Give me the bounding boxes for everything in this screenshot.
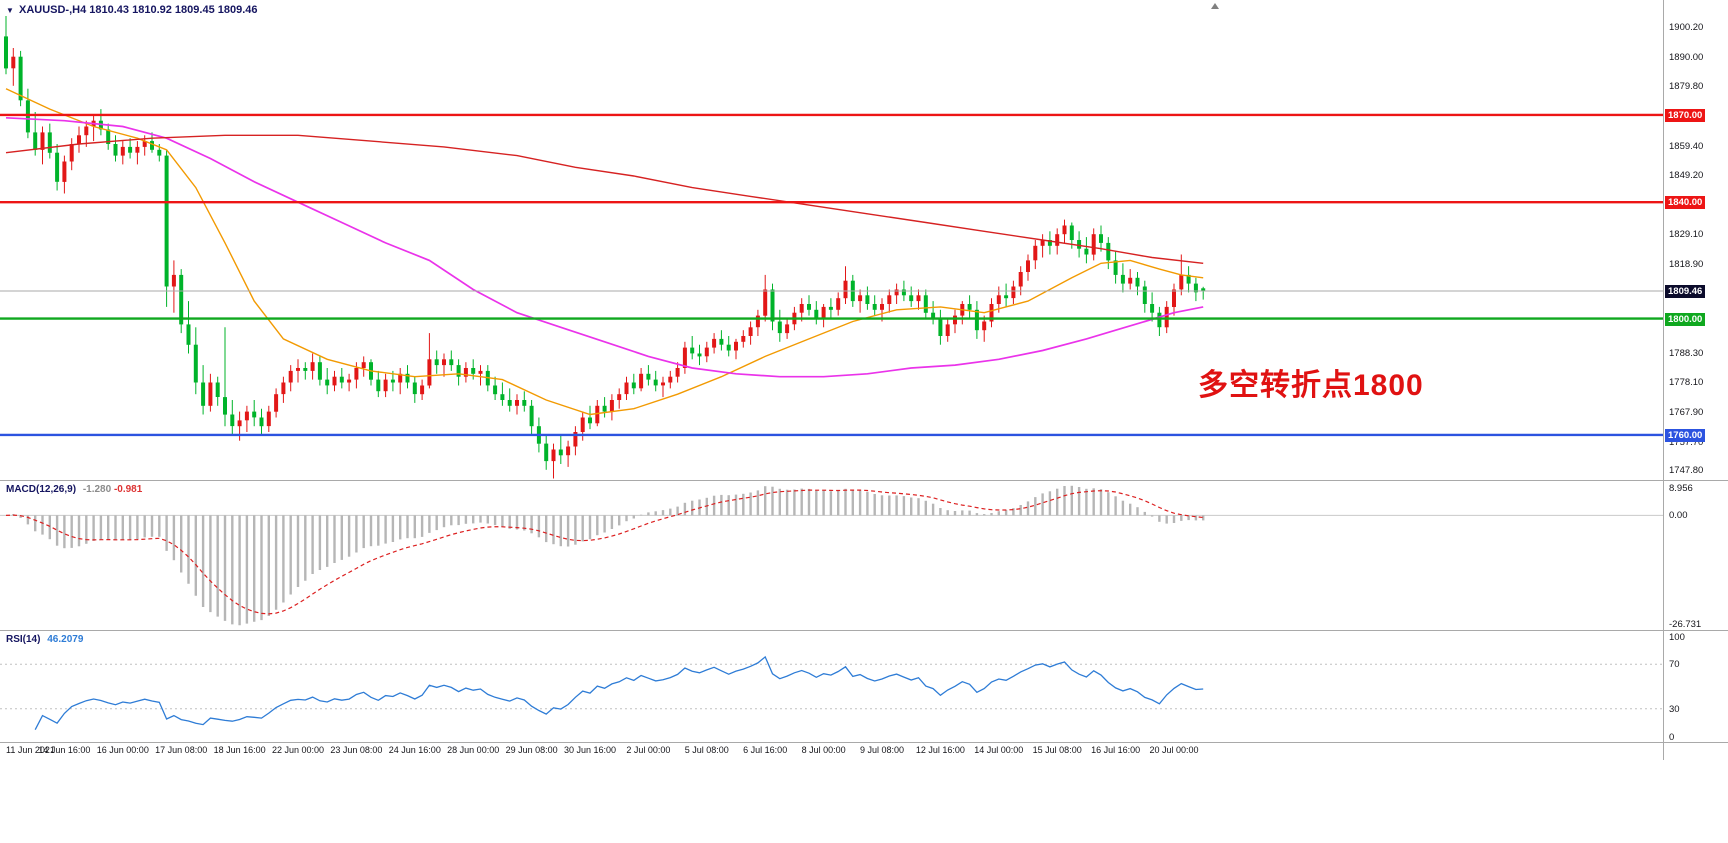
time-axis-label: 24 Jun 16:00: [388, 745, 441, 755]
symbol-period-label: XAUUSD-,H4: [18, 4, 87, 16]
time-axis-label: 9 Jul 08:00: [859, 745, 905, 755]
price-axis-tick: 1767.90: [1669, 406, 1704, 418]
indicator-axis-tick: 0: [1669, 732, 1675, 743]
time-axis-label: 30 Jun 16:00: [563, 745, 617, 755]
price-axis-tick: 1890.00: [1669, 51, 1704, 63]
price-axis-tick: 1829.10: [1669, 228, 1704, 240]
indicator-axis-tick: 100: [1669, 632, 1685, 643]
time-axis-label: 12 Jul 16:00: [915, 745, 965, 755]
macd-name: MACD(12,26,9): [6, 484, 77, 495]
macd-signal-line: [5, 489, 1204, 615]
price-axis-tick: 1849.20: [1669, 170, 1704, 182]
ma-slow-red: [5, 134, 1204, 264]
rsi-name: RSI(14): [6, 634, 41, 645]
macd-signal-value: -0.981: [113, 484, 143, 495]
time-axis-label: 14 Jun 16:00: [38, 745, 91, 755]
symbol-dropdown-icon: ▼: [6, 6, 14, 15]
price-level-badge: 1800.00: [1665, 312, 1706, 326]
time-axis-label: 14 Jul 00:00: [974, 745, 1024, 755]
time-axis-label: 23 Jun 08:00: [330, 745, 383, 755]
price-axis-tick: 1788.30: [1669, 347, 1704, 359]
macd-indicator-label: MACD(12,26,9) -1.280 -0.981: [6, 484, 142, 495]
price-axis-tick: 1879.80: [1669, 81, 1704, 93]
rsi-line: [34, 655, 1204, 730]
time-axis-label: 2 Jul 00:00: [626, 745, 671, 755]
price-level-badge: 1870.00: [1665, 108, 1706, 122]
indicator-axis-tick: 0.00: [1669, 510, 1688, 522]
panel-separator[interactable]: [0, 630, 1728, 631]
price-axis-tick: 1859.40: [1669, 140, 1704, 152]
price-level-badge: 1840.00: [1665, 196, 1706, 210]
time-axis-separator: [0, 742, 1728, 743]
price-axis: 1900.201890.001879.801869.601859.401849.…: [1663, 0, 1728, 760]
time-axis-label: 16 Jun 00:00: [96, 745, 149, 755]
indicator-axis-tick: 30: [1669, 703, 1680, 715]
time-axis-label: 20 Jul 00:00: [1149, 745, 1199, 755]
time-axis-label: 6 Jul 16:00: [743, 745, 788, 755]
macd-indicator-panel[interactable]: [0, 481, 1663, 630]
panel-separator[interactable]: [0, 480, 1728, 481]
ma-fast-orange: [5, 88, 1204, 416]
rsi-indicator-label: RSI(14) 46.2079: [6, 634, 83, 645]
time-axis-label: 5 Jul 08:00: [684, 745, 729, 755]
time-axis-label: 18 Jun 16:00: [213, 745, 266, 755]
price-chart-panel[interactable]: [0, 0, 1663, 480]
rsi-value: 46.2079: [47, 634, 84, 645]
indicator-axis-tick: -26.731: [1669, 619, 1702, 630]
ma-mid-magenta: [5, 116, 1204, 378]
time-axis-label: 16 Jul 16:00: [1091, 745, 1141, 755]
time-axis-label: 15 Jul 08:00: [1032, 745, 1082, 755]
time-axis: 11 Jun 2021 14 Jun 16:00 16 Jun 00:00 17 Ju…: [0, 745, 1663, 761]
price-axis-tick: 1778.10: [1669, 377, 1704, 389]
price-level-badge: 1760.00: [1665, 428, 1706, 442]
price-level-badge: 1809.46: [1665, 285, 1706, 299]
time-axis-label: 17 Jun 08:00: [155, 745, 208, 755]
time-axis-label: 11 Jun 2021: [6, 745, 55, 755]
price-axis-tick: 1818.90: [1669, 258, 1704, 270]
rsi-indicator-panel[interactable]: [0, 631, 1663, 742]
indicator-axis-tick: 70: [1669, 659, 1680, 671]
annotation-text[interactable]: 多空转折点1800: [1198, 369, 1424, 402]
time-axis-label: 22 Jun 00:00: [271, 745, 325, 755]
price-axis-tick: 1757.70: [1669, 436, 1704, 448]
chart-title: ▼ XAUUSD-,H4 1810.43 1810.92 1809.45 180…: [6, 4, 258, 16]
candles: [4, 16, 1206, 479]
price-axis-tick: 1747.80: [1669, 465, 1704, 477]
macd-main-value: -1.280: [82, 484, 112, 495]
indicator-axis-tick: 8.956: [1669, 483, 1693, 494]
time-axis-label: 29 Jun 08:00: [505, 745, 558, 755]
chart-shift-marker[interactable]: [1211, 3, 1219, 9]
time-axis-label: 28 Jun 00:00: [447, 745, 500, 755]
ohlc-readout: 1810.43 1810.92 1809.45 1809.46: [89, 4, 258, 16]
time-axis-label: 8 Jul 00:00: [801, 745, 846, 755]
price-axis-tick: 1900.20: [1669, 22, 1704, 34]
